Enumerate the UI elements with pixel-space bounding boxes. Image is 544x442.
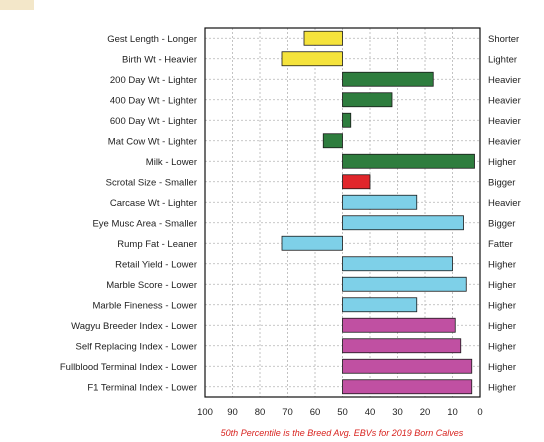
bar — [342, 215, 464, 231]
bar — [342, 174, 371, 190]
x-tick-label: 20 — [420, 407, 431, 418]
right-label: Higher — [488, 341, 516, 352]
left-label: Marble Fineness - Lower — [92, 300, 197, 311]
left-label: Rump Fat - Leaner — [117, 239, 197, 250]
left-label: F1 Terminal Index - Lower — [87, 382, 197, 393]
bar — [342, 194, 418, 210]
bar — [281, 51, 343, 67]
right-label: Fatter — [488, 239, 513, 250]
bar — [281, 235, 343, 251]
left-label: Gest Length - Longer — [107, 34, 197, 45]
left-label: 200 Day Wt - Lighter — [110, 75, 197, 86]
x-tick-label: 90 — [227, 407, 238, 418]
bar — [342, 92, 393, 108]
x-tick-label: 70 — [282, 407, 293, 418]
left-label: Fullblood Terminal Index - Lower — [60, 362, 197, 373]
chart-footnote: 50th Percentile is the Breed Avg. EBVs f… — [220, 428, 464, 438]
right-label: Higher — [488, 157, 516, 168]
left-label: Marble Score - Lower — [106, 280, 197, 291]
right-label: Lighter — [488, 54, 517, 65]
left-label: Scrotal Size - Smaller — [106, 177, 197, 188]
right-label: Shorter — [488, 34, 519, 45]
left-label: Birth Wt - Heavier — [122, 54, 197, 65]
bar — [342, 71, 434, 87]
right-label: Higher — [488, 259, 516, 270]
x-tick-label: 40 — [365, 407, 376, 418]
plot-frame — [204, 27, 481, 398]
bar — [342, 338, 462, 354]
bar — [342, 317, 456, 333]
left-label: Carcase Wt - Lighter — [110, 198, 197, 209]
left-label: Eye Musc Area - Smaller — [92, 218, 197, 229]
right-label: Heavier — [488, 198, 521, 209]
x-tick-label: 50 — [337, 407, 348, 418]
right-label: Higher — [488, 321, 516, 332]
bar — [342, 276, 467, 292]
right-label: Bigger — [488, 177, 515, 188]
left-label: Milk - Lower — [146, 157, 197, 168]
bar — [342, 297, 418, 313]
bar — [322, 133, 343, 149]
bar — [342, 256, 453, 272]
bar — [342, 112, 352, 128]
left-label: 400 Day Wt - Lighter — [110, 95, 197, 106]
right-label: Higher — [488, 280, 516, 291]
right-label: Higher — [488, 382, 516, 393]
right-label: Heavier — [488, 136, 521, 147]
right-label: Higher — [488, 300, 516, 311]
x-tick-label: 10 — [447, 407, 458, 418]
bar — [303, 30, 343, 46]
left-label: Wagyu Breeder Index - Lower — [71, 321, 197, 332]
x-tick-label: 100 — [197, 407, 213, 418]
bar — [342, 358, 473, 374]
x-tick-label: 60 — [310, 407, 321, 418]
right-label: Heavier — [488, 95, 521, 106]
left-label: Mat Cow Wt - Lighter — [108, 136, 197, 147]
x-tick-label: 80 — [255, 407, 266, 418]
right-label: Heavier — [488, 75, 521, 86]
bar — [342, 153, 475, 169]
left-label: 600 Day Wt - Lighter — [110, 116, 197, 127]
right-label: Higher — [488, 362, 516, 373]
x-tick-label: 0 — [477, 407, 482, 418]
right-label: Bigger — [488, 218, 515, 229]
right-label: Heavier — [488, 116, 521, 127]
left-label: Self Replacing Index - Lower — [76, 341, 197, 352]
x-tick-label: 30 — [392, 407, 403, 418]
left-label: Retail Yield - Lower — [115, 259, 197, 270]
bar — [342, 379, 473, 395]
corner-tab — [0, 0, 34, 10]
